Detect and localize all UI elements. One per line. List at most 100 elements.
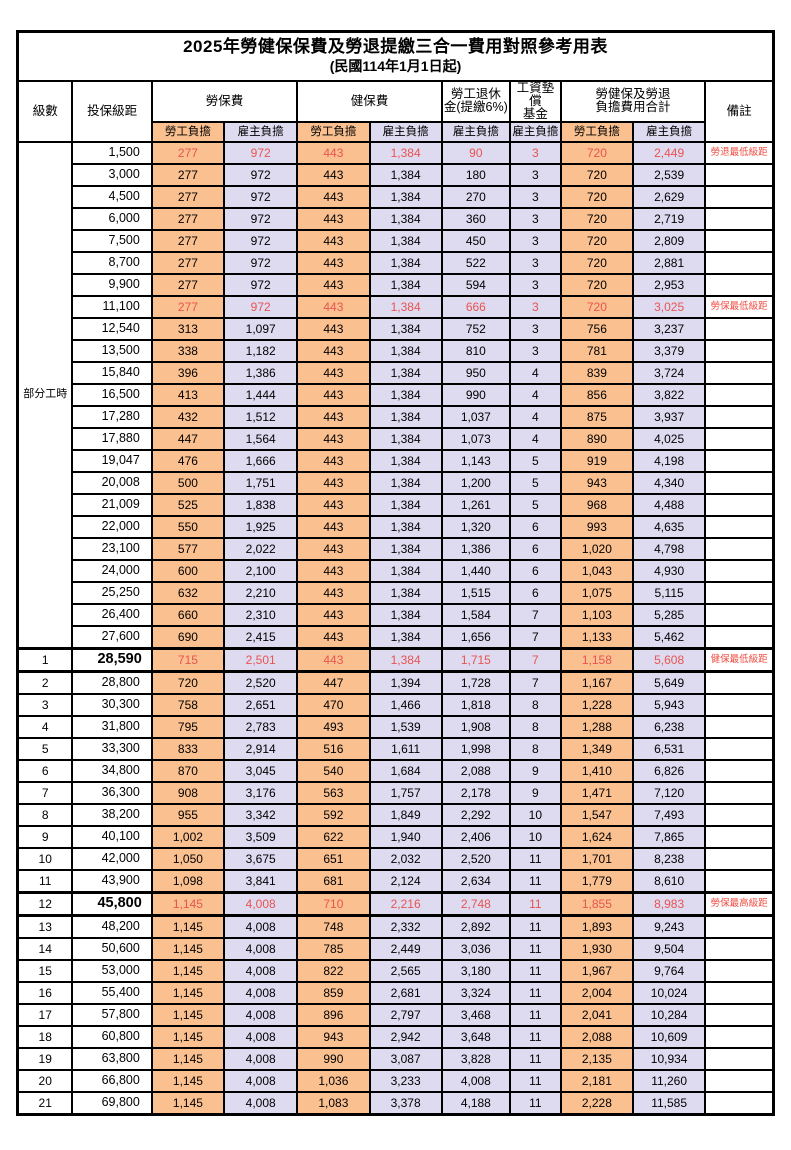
cell-health-employer: 1,384 bbox=[368, 426, 443, 451]
cell-total-employer: 11,585 bbox=[631, 1090, 707, 1116]
cell-health-employer: 1,384 bbox=[368, 646, 443, 673]
cell-total-employee: 2,041 bbox=[559, 1002, 635, 1027]
cell-total-employer: 8,610 bbox=[631, 868, 707, 894]
cell-bracket: 34,800 bbox=[71, 758, 153, 783]
cell-pension-employer: 2,178 bbox=[440, 780, 511, 805]
cell-wage-fund-employer: 4 bbox=[508, 360, 562, 385]
cell-pension-employer: 1,320 bbox=[440, 514, 511, 539]
table-row: 17,880 447 1,564 443 1,384 1,073 4 890 4,025 bbox=[18, 426, 775, 451]
cell-remark bbox=[704, 824, 775, 849]
cell-health-employee: 447 bbox=[296, 670, 371, 695]
table-row: 8 38,200 955 3,342 592 1,849 2,292 10 1,547 7,493 bbox=[16, 802, 775, 827]
table-row: 12 45,800 1,145 4,008 710 2,216 2,748 11 1,855 8,… bbox=[16, 890, 775, 917]
cell-total-employer: 7,865 bbox=[631, 824, 707, 849]
cell-wage-fund-employer: 4 bbox=[508, 404, 562, 429]
cell-pension-employer: 3,036 bbox=[440, 936, 511, 961]
cell-total-employer: 4,198 bbox=[631, 448, 707, 473]
cell-total-employer: 2,953 bbox=[631, 272, 707, 297]
table-row: 15 53,000 1,145 4,008 822 2,565 3,180 11 1,967 9,… bbox=[16, 958, 775, 983]
cell-pension-employer: 1,386 bbox=[440, 536, 511, 561]
cell-total-employer: 2,719 bbox=[631, 206, 707, 231]
cell-bracket: 27,600 bbox=[71, 624, 153, 650]
cell-health-employee: 651 bbox=[296, 846, 371, 871]
cell-total-employee: 1,471 bbox=[559, 780, 635, 805]
cell-total-employee: 2,004 bbox=[559, 980, 635, 1005]
cell-health-employee: 443 bbox=[296, 426, 371, 451]
cell-health-employee: 592 bbox=[296, 802, 371, 827]
cell-wage-fund-employer: 11 bbox=[508, 1002, 562, 1027]
cell-health-employee: 1,036 bbox=[296, 1068, 371, 1093]
cell-labor-employer: 4,008 bbox=[223, 1024, 299, 1049]
cell-pension-employer: 1,998 bbox=[440, 736, 511, 761]
cell-total-employer: 10,284 bbox=[631, 1002, 707, 1027]
cell-wage-fund-employer: 3 bbox=[508, 184, 562, 209]
cell-pension-employer: 2,520 bbox=[440, 846, 511, 871]
cell-total-employee: 1,410 bbox=[559, 758, 635, 783]
cell-level: 19 bbox=[16, 1046, 74, 1071]
cell-remark: 勞退最低級距 bbox=[704, 140, 775, 165]
cell-total-employer: 3,237 bbox=[631, 316, 707, 341]
cell-labor-employer: 1,097 bbox=[223, 316, 299, 341]
cell-labor-employee: 1,145 bbox=[150, 1002, 226, 1027]
cell-labor-employer: 2,100 bbox=[223, 558, 299, 583]
cell-health-employee: 443 bbox=[296, 580, 371, 605]
cell-total-employer: 4,488 bbox=[631, 492, 707, 517]
cell-health-employer: 1,384 bbox=[368, 338, 443, 363]
cell-total-employer: 4,798 bbox=[631, 536, 707, 561]
cell-remark bbox=[704, 1068, 775, 1093]
cell-labor-employee: 313 bbox=[150, 316, 226, 341]
cell-bracket: 43,900 bbox=[71, 868, 153, 894]
cell-total-employee: 781 bbox=[559, 338, 635, 363]
cell-pension-employer: 594 bbox=[440, 272, 511, 297]
cell-level: 4 bbox=[16, 714, 74, 739]
cell-bracket: 15,840 bbox=[71, 360, 153, 385]
cell-labor-employee: 720 bbox=[150, 670, 226, 695]
cell-total-employer: 2,539 bbox=[631, 162, 707, 187]
cell-labor-employer: 4,008 bbox=[223, 1090, 299, 1116]
cell-pension-employer: 1,200 bbox=[440, 470, 511, 495]
subheader-health-employee: 勞工負擔 bbox=[296, 120, 371, 143]
cell-remark bbox=[704, 624, 775, 650]
cell-labor-employer: 972 bbox=[223, 294, 299, 319]
cell-health-employee: 443 bbox=[296, 162, 371, 187]
cell-remark bbox=[704, 338, 775, 363]
cell-health-employer: 1,384 bbox=[368, 492, 443, 517]
table-row: 23,100 577 2,022 443 1,384 1,386 6 1,020 4,798 bbox=[18, 536, 775, 561]
cell-health-employee: 443 bbox=[296, 404, 371, 429]
cell-wage-fund-employer: 11 bbox=[508, 890, 562, 917]
cell-health-employee: 443 bbox=[296, 514, 371, 539]
cell-health-employee: 710 bbox=[296, 890, 371, 917]
cell-bracket: 23,100 bbox=[71, 536, 153, 561]
cell-bracket: 53,000 bbox=[71, 958, 153, 983]
subheader-wage-fund-employer: 雇主負擔 bbox=[508, 120, 562, 143]
subheader-total-employer: 雇主負擔 bbox=[631, 120, 707, 143]
cell-wage-fund-employer: 8 bbox=[508, 692, 562, 717]
cell-wage-fund-employer: 4 bbox=[508, 426, 562, 451]
cell-wage-fund-employer: 3 bbox=[508, 206, 562, 231]
cell-pension-employer: 4,188 bbox=[440, 1090, 511, 1116]
cell-pension-employer: 666 bbox=[440, 294, 511, 319]
cell-labor-employer: 2,520 bbox=[223, 670, 299, 695]
cell-labor-employer: 972 bbox=[223, 184, 299, 209]
cell-total-employee: 720 bbox=[559, 294, 635, 319]
header-total: 勞健保及勞退 負擔費用合計 bbox=[559, 79, 707, 123]
cell-bracket: 26,400 bbox=[71, 602, 153, 627]
table-row: 17 57,800 1,145 4,008 896 2,797 3,468 11 2,041 10… bbox=[16, 1002, 775, 1027]
table-row: 19 63,800 1,145 4,008 990 3,087 3,828 11 2,135 10… bbox=[16, 1046, 775, 1071]
cell-health-employer: 3,233 bbox=[368, 1068, 443, 1093]
cell-wage-fund-employer: 11 bbox=[508, 868, 562, 894]
cell-remark bbox=[704, 758, 775, 783]
cell-labor-employer: 4,008 bbox=[223, 1046, 299, 1071]
cell-bracket: 60,800 bbox=[71, 1024, 153, 1049]
cell-wage-fund-employer: 3 bbox=[508, 316, 562, 341]
cell-total-employee: 2,228 bbox=[559, 1090, 635, 1116]
cell-total-employer: 9,504 bbox=[631, 936, 707, 961]
table-row: 18 60,800 1,145 4,008 943 2,942 3,648 11 2,088 10… bbox=[16, 1024, 775, 1049]
cell-total-employer: 2,629 bbox=[631, 184, 707, 209]
cell-total-employee: 1,779 bbox=[559, 868, 635, 894]
cell-health-employer: 2,565 bbox=[368, 958, 443, 983]
header-level: 級數 bbox=[16, 79, 74, 143]
cell-pension-employer: 180 bbox=[440, 162, 511, 187]
cell-total-employer: 5,462 bbox=[631, 624, 707, 650]
cell-level: 5 bbox=[16, 736, 74, 761]
